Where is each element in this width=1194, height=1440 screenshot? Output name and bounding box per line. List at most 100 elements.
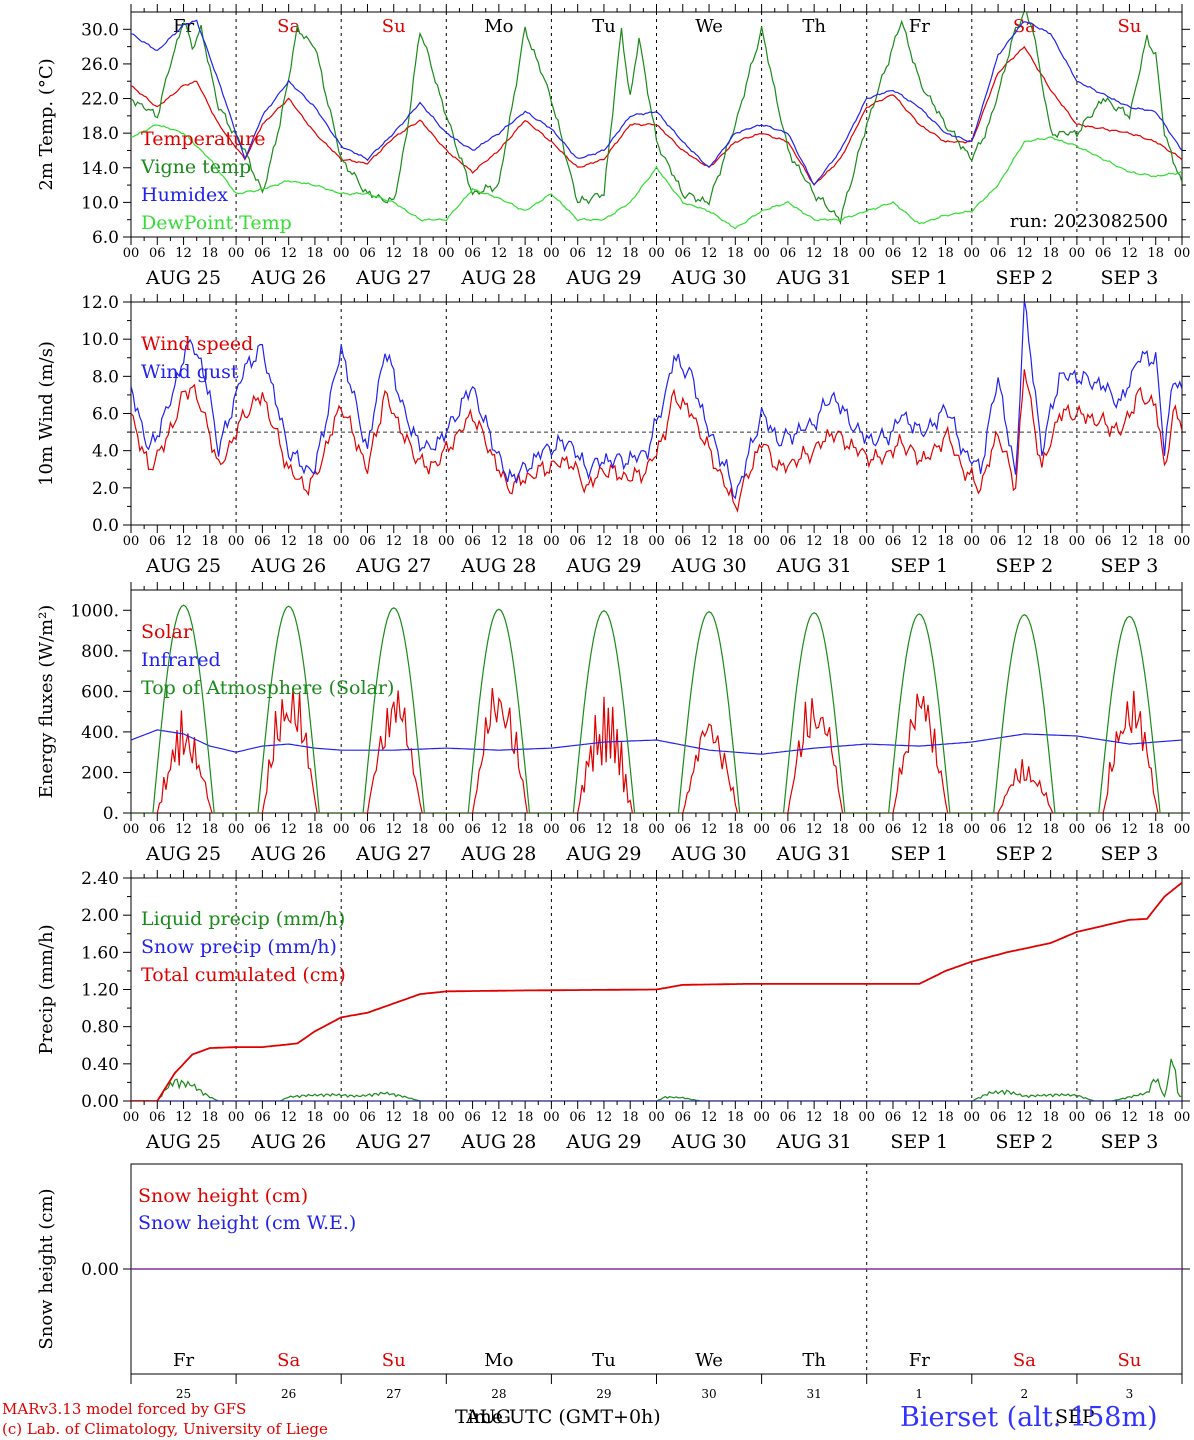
hour-tick-label: 06 bbox=[464, 534, 481, 549]
y-tick-label: 10.0 bbox=[81, 330, 119, 350]
date-label: AUG 28 bbox=[460, 555, 536, 577]
hour-tick-label: 00 bbox=[1174, 822, 1191, 837]
date-label: AUG 27 bbox=[355, 843, 431, 865]
hour-tick-label: 18 bbox=[202, 534, 219, 549]
hour-tick-label: 00 bbox=[123, 1110, 140, 1125]
y-tick-label: 18.0 bbox=[81, 124, 119, 144]
hour-tick-label: 18 bbox=[517, 1110, 534, 1125]
weekday-label: Fr bbox=[173, 16, 194, 37]
hour-tick-label: 00 bbox=[123, 822, 140, 837]
hour-tick-label: 18 bbox=[1042, 246, 1059, 261]
hour-tick-label: 06 bbox=[149, 1110, 166, 1125]
date-label: SEP 2 bbox=[995, 1131, 1053, 1153]
date-label: AUG 26 bbox=[250, 843, 326, 865]
y-tick-label: 22.0 bbox=[81, 90, 119, 110]
hour-tick-label: 00 bbox=[964, 1110, 981, 1125]
y-tick-label: 0.80 bbox=[81, 1018, 119, 1038]
hour-tick-label: 12 bbox=[280, 822, 297, 837]
date-label: AUG 28 bbox=[460, 1131, 536, 1153]
hour-tick-label: 00 bbox=[123, 246, 140, 261]
weekday-label: Th bbox=[802, 1350, 826, 1371]
hour-tick-label: 06 bbox=[464, 822, 481, 837]
hour-tick-label: 12 bbox=[491, 1110, 508, 1125]
weekday-label: Su bbox=[1117, 1350, 1141, 1371]
date-label: AUG 29 bbox=[565, 555, 641, 577]
hour-tick-label: 00 bbox=[1069, 534, 1086, 549]
weekday-label: Fr bbox=[909, 16, 930, 37]
hour-tick-label: 00 bbox=[333, 246, 350, 261]
hour-tick-label: 00 bbox=[543, 534, 560, 549]
date-label: AUG 29 bbox=[565, 843, 641, 865]
hour-tick-label: 12 bbox=[385, 822, 402, 837]
hour-tick-label: 00 bbox=[228, 534, 245, 549]
day-number-label: 29 bbox=[596, 1387, 611, 1401]
model-credit: MARv3.13 model forced by GFS bbox=[2, 1400, 247, 1418]
hour-tick-label: 18 bbox=[1147, 246, 1164, 261]
hour-tick-label: 00 bbox=[333, 822, 350, 837]
day-number-label: 3 bbox=[1126, 1387, 1134, 1401]
legend-temperature: Temperature bbox=[141, 128, 265, 150]
date-label: AUG 29 bbox=[565, 1131, 641, 1153]
hour-tick-label: 06 bbox=[254, 246, 271, 261]
y-axis-label: Energy fluxes (W/m²) bbox=[36, 605, 57, 799]
y-axis-label: 2m Temp. (°C) bbox=[36, 58, 57, 190]
hour-tick-label: 06 bbox=[885, 1110, 902, 1125]
hour-tick-label: 12 bbox=[596, 246, 613, 261]
hour-tick-label: 18 bbox=[832, 534, 849, 549]
hour-tick-label: 06 bbox=[1095, 822, 1112, 837]
hour-tick-label: 12 bbox=[280, 246, 297, 261]
weekday-label: Sa bbox=[277, 16, 300, 37]
y-tick-label: 0.0 bbox=[92, 516, 119, 536]
day-number-label: 26 bbox=[281, 1387, 296, 1401]
hour-tick-label: 12 bbox=[175, 534, 192, 549]
hour-tick-label: 00 bbox=[858, 1110, 875, 1125]
legend-snow-height-cm-: Snow height (cm) bbox=[138, 1185, 308, 1207]
hour-tick-label: 00 bbox=[648, 822, 665, 837]
y-tick-label: 10.0 bbox=[81, 193, 119, 213]
hour-tick-label: 00 bbox=[543, 246, 560, 261]
hour-tick-label: 00 bbox=[753, 534, 770, 549]
hour-tick-label: 18 bbox=[727, 1110, 744, 1125]
y-tick-label: 8.0 bbox=[92, 367, 119, 387]
day-number-label: 25 bbox=[176, 1387, 191, 1401]
series-line-dewpoint-temp bbox=[131, 124, 1182, 230]
hour-tick-label: 18 bbox=[412, 246, 429, 261]
x-axis-title: Time UTC (GMT+0h) bbox=[455, 1406, 661, 1428]
weekday-label: Fr bbox=[173, 1350, 194, 1371]
hour-tick-label: 06 bbox=[990, 1110, 1007, 1125]
hour-tick-label: 18 bbox=[307, 534, 324, 549]
weekday-label: Su bbox=[382, 16, 406, 37]
hour-tick-label: 12 bbox=[175, 1110, 192, 1125]
hour-tick-label: 12 bbox=[806, 534, 823, 549]
hour-tick-label: 12 bbox=[701, 246, 718, 261]
hour-tick-label: 12 bbox=[385, 534, 402, 549]
y-tick-label: 2.40 bbox=[81, 869, 119, 889]
date-label: AUG 31 bbox=[776, 555, 852, 577]
weekday-label: Sa bbox=[1013, 1350, 1036, 1371]
legend-top-of-atmosphere-solar-: Top of Atmosphere (Solar) bbox=[141, 677, 394, 699]
y-tick-label: 14.0 bbox=[81, 159, 119, 179]
hour-tick-label: 12 bbox=[1016, 822, 1033, 837]
hour-tick-label: 18 bbox=[202, 246, 219, 261]
date-label: AUG 28 bbox=[460, 843, 536, 865]
panel-precip: 0.00 0.40 0.80 1.20 1.60 2.00 2.40 Precip (mm/h… bbox=[36, 869, 1190, 1153]
hour-tick-label: 06 bbox=[1095, 246, 1112, 261]
series-group bbox=[131, 604, 1182, 813]
hour-tick-label: 18 bbox=[412, 822, 429, 837]
day-number-label: 31 bbox=[807, 1387, 822, 1401]
hour-tick-label: 18 bbox=[307, 822, 324, 837]
hour-tick-label: 18 bbox=[832, 1110, 849, 1125]
hour-tick-label: 18 bbox=[1042, 822, 1059, 837]
date-label: SEP 1 bbox=[890, 1131, 948, 1153]
legend-dewpoint-temp: DewPoint Temp bbox=[141, 212, 292, 234]
hour-tick-label: 06 bbox=[569, 822, 586, 837]
hour-tick-label: 06 bbox=[149, 822, 166, 837]
date-label: AUG 31 bbox=[776, 843, 852, 865]
legend-wind-gust: Wind gust bbox=[141, 361, 239, 383]
weekday-label: We bbox=[695, 16, 723, 37]
hour-tick-label: 12 bbox=[1016, 1110, 1033, 1125]
hour-tick-label: 00 bbox=[1069, 822, 1086, 837]
hour-tick-label: 12 bbox=[175, 246, 192, 261]
hour-tick-label: 12 bbox=[701, 534, 718, 549]
hour-tick-label: 00 bbox=[438, 246, 455, 261]
